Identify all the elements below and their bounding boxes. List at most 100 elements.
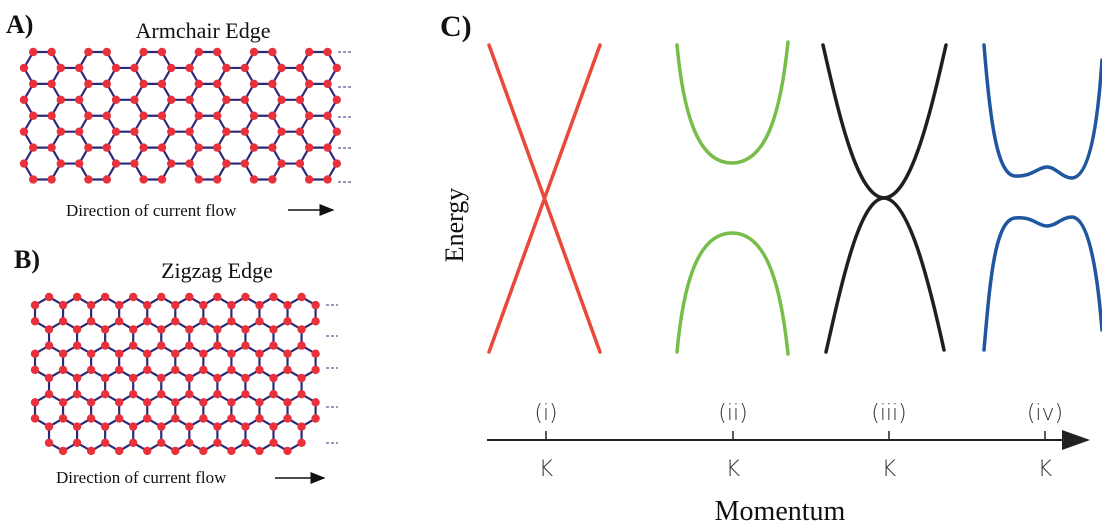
atom [269, 325, 277, 333]
atom [31, 414, 39, 422]
atom [222, 64, 230, 72]
atom [250, 112, 258, 120]
atom [305, 112, 313, 120]
atom [283, 398, 291, 406]
atom [268, 48, 276, 56]
atom [269, 439, 277, 447]
atom [277, 64, 285, 72]
atom [213, 374, 221, 382]
atom [199, 398, 207, 406]
atom [227, 301, 235, 309]
atom [199, 366, 207, 374]
atom [101, 439, 109, 447]
atom [101, 390, 109, 398]
atom [129, 390, 137, 398]
band-gapped-upper [677, 42, 788, 163]
atom [250, 175, 258, 183]
point-index: (i) [534, 401, 557, 426]
atom [157, 439, 165, 447]
atom [213, 293, 221, 301]
band-linear [489, 45, 600, 352]
atom [57, 127, 65, 135]
atom [112, 159, 120, 167]
atom [59, 447, 67, 455]
panel-title: Zigzag Edge [161, 258, 273, 283]
atom [103, 175, 111, 183]
atom [227, 398, 235, 406]
atom [269, 422, 277, 430]
atom [139, 48, 147, 56]
atom [185, 422, 193, 430]
atom [283, 414, 291, 422]
k-label: K [882, 457, 897, 482]
atom [75, 96, 83, 104]
atom [171, 350, 179, 358]
atom [269, 293, 277, 301]
atom [73, 341, 81, 349]
atom [73, 439, 81, 447]
atom [129, 422, 137, 430]
atom [185, 64, 193, 72]
atom [139, 112, 147, 120]
atom [84, 112, 92, 120]
atom [87, 447, 95, 455]
atom [241, 374, 249, 382]
atom [296, 96, 304, 104]
atom [241, 159, 249, 167]
atom [45, 293, 53, 301]
atom [20, 96, 28, 104]
band-quadratic-upper [823, 45, 946, 198]
atom [199, 317, 207, 325]
panel-label: B) [14, 245, 40, 274]
atom [29, 175, 37, 183]
atom [157, 374, 165, 382]
atom [333, 96, 341, 104]
atom [158, 80, 166, 88]
atom [241, 96, 249, 104]
atom [45, 325, 53, 333]
atom [47, 112, 55, 120]
atom [112, 64, 120, 72]
atom [283, 447, 291, 455]
atom [311, 317, 319, 325]
atom [87, 350, 95, 358]
band-quadratic-lower [826, 198, 944, 352]
k-label: K [1038, 457, 1053, 482]
atom [115, 414, 123, 422]
atom [323, 175, 331, 183]
point-index: (iv) [1027, 401, 1063, 426]
atom [213, 143, 221, 151]
atom [277, 96, 285, 104]
caption: Direction of current flow [56, 468, 227, 487]
atom [305, 48, 313, 56]
atom [84, 143, 92, 151]
atom [269, 390, 277, 398]
atom [277, 127, 285, 135]
zigzag-lattice [31, 293, 338, 455]
atom [20, 127, 28, 135]
panel-label: C) [440, 10, 472, 43]
atom [255, 398, 263, 406]
armchair-lattice [20, 48, 352, 184]
atom [129, 439, 137, 447]
atom [143, 398, 151, 406]
atom [213, 390, 221, 398]
atom [31, 398, 39, 406]
atom [45, 390, 53, 398]
k-label: K [539, 457, 554, 482]
atom [115, 366, 123, 374]
atom [311, 398, 319, 406]
atom [241, 127, 249, 135]
atom [129, 325, 137, 333]
atom [47, 80, 55, 88]
atom [73, 390, 81, 398]
atom [195, 112, 203, 120]
atom [45, 374, 53, 382]
atom [84, 175, 92, 183]
atom [297, 341, 305, 349]
atom [87, 414, 95, 422]
atom [87, 317, 95, 325]
atom [199, 414, 207, 422]
atom [73, 293, 81, 301]
atom [171, 317, 179, 325]
